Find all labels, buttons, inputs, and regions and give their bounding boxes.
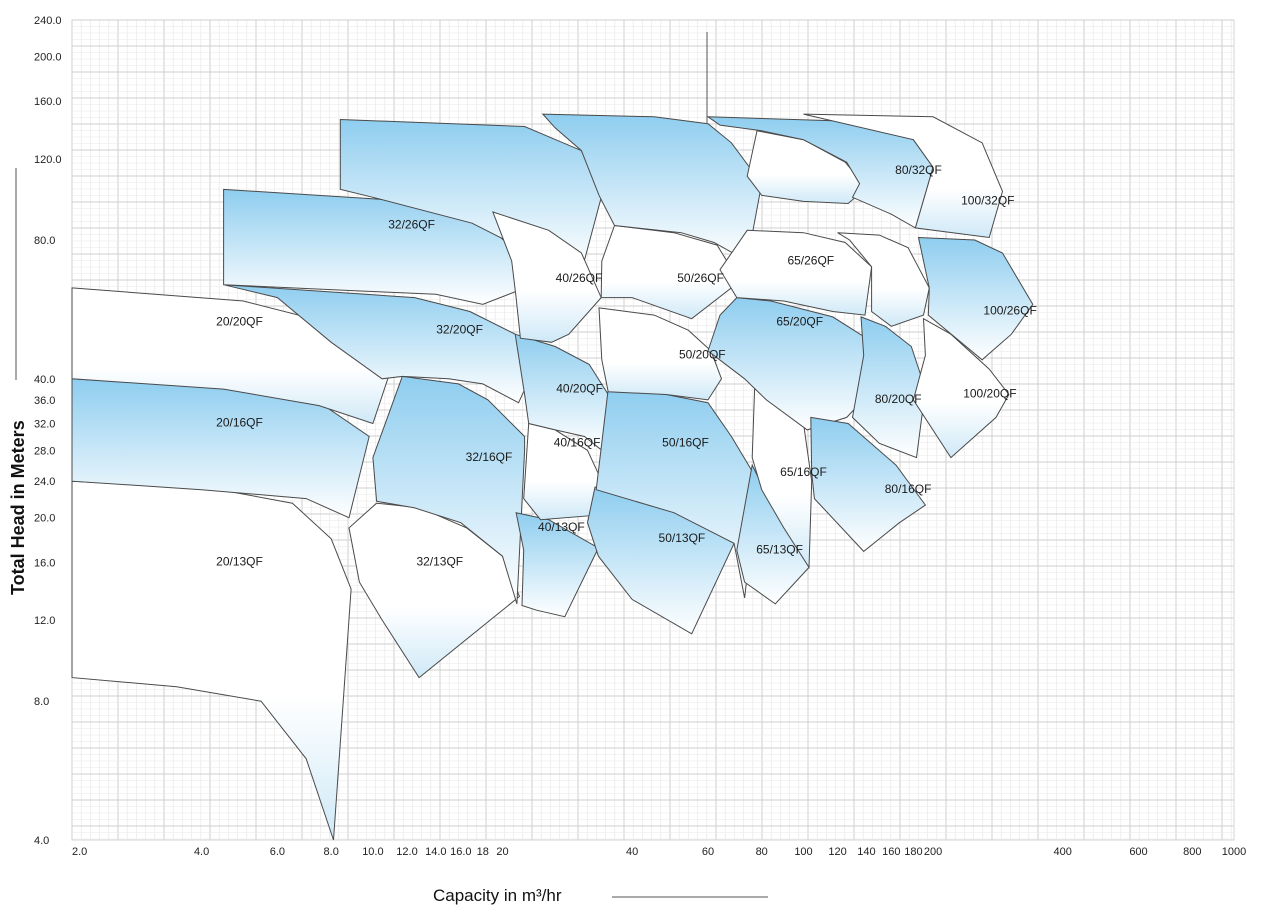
x-tick-label: 160 xyxy=(882,846,900,858)
x-tick-label: 6.0 xyxy=(270,846,285,858)
y-tick-label: 40.0 xyxy=(34,374,55,386)
x-tick-label: 16.0 xyxy=(450,846,471,858)
label-65-13qf: 65/13QF xyxy=(756,542,803,556)
x-tick-label: 14.0 xyxy=(425,846,446,858)
region-40-20qf xyxy=(514,333,609,452)
label-65-20qf: 65/20QF xyxy=(776,315,823,329)
x-tick-label: 400 xyxy=(1054,846,1072,858)
label-20-20qf: 20/20QF xyxy=(216,315,263,329)
label-50-26qf: 50/26QF xyxy=(677,271,724,285)
region-32-13qf xyxy=(348,502,521,679)
label-40-20qf: 40/20QF xyxy=(556,381,603,395)
region-32-16qf xyxy=(372,375,526,605)
region-65-26qf xyxy=(719,229,873,316)
label-80-32qf: 80/32QF xyxy=(895,163,942,177)
label-100-32qf: 100/32QF xyxy=(961,194,1014,208)
label-100-26qf: 100/26QF xyxy=(983,304,1036,318)
x-tick-label: 8.0 xyxy=(324,846,339,858)
region-100-26qf xyxy=(917,236,1034,361)
region-50-20qf xyxy=(598,307,723,401)
y-axis-ticks: 4.0 8.0 12.0 16.0 20.0 24.0 28.0 32.0 36.0 40.0 80… xyxy=(34,15,62,847)
label-20-13qf: 20/13QF xyxy=(216,555,263,569)
y-tick-label: 16.0 xyxy=(34,557,55,569)
region-20-13qf xyxy=(71,480,352,841)
x-tick-label: 140 xyxy=(857,846,875,858)
pump-regions xyxy=(71,113,1034,841)
label-80-16qf: 80/16QF xyxy=(885,482,932,496)
x-tick-label: 200 xyxy=(924,846,942,858)
x-tick-label: 2.0 xyxy=(72,846,87,858)
y-tick-label: 12.0 xyxy=(34,615,55,627)
region-40-26qf xyxy=(492,211,602,343)
x-tick-label: 40 xyxy=(626,846,638,858)
region-40-13qf xyxy=(515,512,600,618)
x-tick-label: 180 xyxy=(904,846,922,858)
x-tick-label: 120 xyxy=(828,846,846,858)
label-20-16qf: 20/16QF xyxy=(216,416,263,430)
y-tick-label: 8.0 xyxy=(34,696,49,708)
x-tick-label: 10.0 xyxy=(362,846,383,858)
label-32-26qf: 32/26QF xyxy=(388,218,435,232)
x-axis-ticks: 2.0 4.0 6.0 8.0 10.0 12.0 14.0 16.0 18 20 40 60 80 10… xyxy=(72,846,1246,858)
label-50-13qf: 50/13QF xyxy=(659,531,706,545)
label-40-13qf: 40/13QF xyxy=(538,520,585,534)
y-tick-label: 36.0 xyxy=(34,395,55,407)
label-40-26qf: 40/26QF xyxy=(556,271,603,285)
y-axis-title: Total Head in Meters xyxy=(8,420,28,595)
label-65-26qf: 65/26QF xyxy=(787,253,834,267)
x-tick-label: 20 xyxy=(496,846,508,858)
label-32-20qf: 32/20QF xyxy=(436,322,483,336)
y-tick-label: 160.0 xyxy=(34,96,62,108)
y-tick-label: 24.0 xyxy=(34,476,55,488)
y-tick-label: 240.0 xyxy=(34,15,62,27)
x-tick-label: 4.0 xyxy=(194,846,209,858)
x-tick-label: 100 xyxy=(794,846,812,858)
x-tick-label: 60 xyxy=(702,846,714,858)
x-tick-label: 1000 xyxy=(1222,846,1246,858)
label-32-13qf: 32/13QF xyxy=(416,555,463,569)
region-100-20qf xyxy=(912,317,1010,459)
x-axis-title: Capacity in m³/hr xyxy=(433,886,562,905)
label-40-16qf: 40/16QF xyxy=(554,435,601,449)
label-100-20qf: 100/20QF xyxy=(963,387,1016,401)
y-tick-label: 200.0 xyxy=(34,52,62,64)
y-tick-label: 32.0 xyxy=(34,419,55,431)
x-tick-label: 18 xyxy=(477,846,489,858)
region-80-16qf xyxy=(810,416,927,553)
region-50-26qf xyxy=(600,224,741,320)
region-50-32qf xyxy=(541,113,763,262)
y-tick-label: 4.0 xyxy=(34,835,49,847)
y-tick-label: 20.0 xyxy=(34,513,55,525)
x-tick-label: 800 xyxy=(1183,846,1201,858)
label-80-20qf: 80/20QF xyxy=(875,392,922,406)
label-50-16qf: 50/16QF xyxy=(662,435,709,449)
x-tick-label: 600 xyxy=(1129,846,1147,858)
label-50-20qf: 50/20QF xyxy=(679,347,726,361)
label-32-16qf: 32/16QF xyxy=(466,450,513,464)
region-80-26qf xyxy=(837,232,930,327)
x-tick-label: 12.0 xyxy=(396,846,417,858)
region-32-20qf xyxy=(223,284,539,404)
label-65-16qf: 65/16QF xyxy=(780,465,827,479)
region-100-32qf xyxy=(803,113,1004,239)
y-tick-label: 80.0 xyxy=(34,235,55,247)
y-tick-label: 28.0 xyxy=(34,445,55,457)
region-80-20qf xyxy=(851,316,926,459)
y-tick-label: 120.0 xyxy=(34,154,62,166)
x-tick-label: 80 xyxy=(756,846,768,858)
region-labels: 20/20QF 20/16QF 20/13QF 32/26QF 32/20QF 32/16… xyxy=(216,163,1037,569)
